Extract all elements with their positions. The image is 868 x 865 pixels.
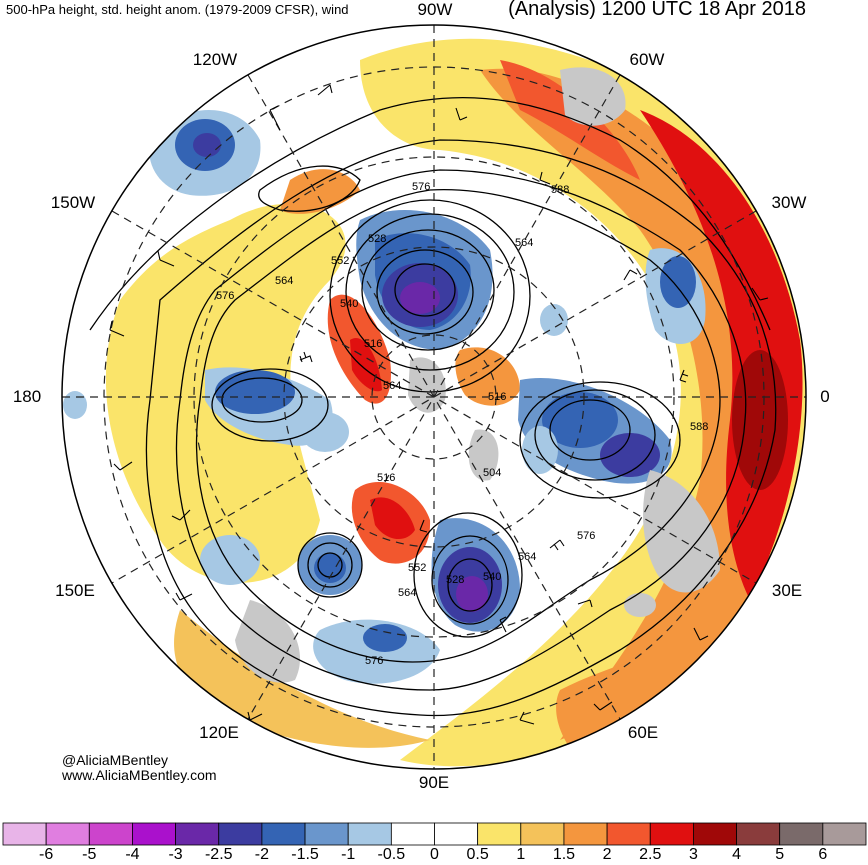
contour-label: 564	[515, 237, 533, 249]
contour-label: 576	[365, 655, 383, 667]
contour-label: 588	[551, 184, 569, 196]
map-boundary	[61, 24, 807, 770]
contour-label: 540	[340, 298, 358, 310]
colorbar-swatch	[347, 822, 392, 846]
colorbar-tick-label: 6	[818, 846, 828, 863]
contour-label: 552	[408, 562, 426, 574]
colorbar-swatch	[434, 822, 479, 846]
colorbar-swatch	[261, 822, 306, 846]
lon-label-0: 0	[820, 387, 830, 406]
lon-label-60e: 60E	[627, 723, 659, 742]
contour-label: 576	[216, 290, 234, 302]
colorbar-tick-label: 5	[775, 846, 785, 863]
lon-label-90e: 90E	[418, 773, 450, 792]
colorbar-swatch	[606, 822, 651, 846]
contour-label: 528	[368, 233, 386, 245]
colorbar-swatch	[304, 822, 349, 846]
colorbar-swatch	[520, 822, 565, 846]
colorbar-tick-label: -5	[82, 846, 97, 863]
map-title-right: (Analysis) 1200 UTC 18 Apr 2018	[508, 0, 806, 20]
lon-label-30w: 30W	[771, 193, 807, 212]
colorbar-swatch	[132, 822, 176, 846]
colorbar-swatch	[736, 822, 781, 846]
colorbar-swatch	[649, 822, 694, 846]
colorbar-tick-label: 3	[688, 846, 698, 863]
map-title-left: 500-hPa height, std. height anom. (1979-…	[6, 2, 349, 17]
contour-label: 552	[331, 255, 349, 267]
contour-labels: 576 588 528 564 552 564 540 516 564 576 …	[216, 181, 708, 667]
colorbar-tick-label: -4	[125, 846, 140, 863]
colorbar-tick-label: 4	[732, 846, 741, 863]
colorbar-tick-label: 1.5	[552, 846, 576, 863]
colorbar-swatch	[693, 822, 737, 846]
colorbar-swatch	[45, 822, 90, 846]
lon-label-150e: 150E	[55, 581, 95, 600]
colorbar-swatch	[779, 822, 824, 846]
colorbar-tick-label: 0	[430, 846, 439, 863]
colorbar-swatch	[477, 822, 522, 846]
contour-label: 576	[412, 181, 430, 193]
colorbar-swatch	[2, 822, 47, 846]
colorbar-tick-label: -0.5	[377, 846, 406, 863]
lon-label-120w: 120W	[192, 50, 238, 69]
lon-label-30e: 30E	[771, 581, 803, 600]
contour-label: 576	[577, 530, 595, 542]
contour-label: 540	[483, 571, 501, 583]
contour-label: 516	[488, 391, 506, 403]
contour-label: 516	[377, 472, 395, 484]
contour-label: 564	[275, 275, 293, 287]
colorbar-tick-label: 2	[602, 846, 612, 863]
latlon-grid	[62, 25, 806, 769]
lon-label-120e: 120E	[199, 723, 239, 742]
colorbar-tick-label: -1	[341, 846, 356, 863]
colorbar-swatch	[218, 822, 263, 846]
colorbar-tick-label: 1	[516, 846, 526, 863]
colorbar-tick-label: 0.5	[466, 846, 489, 863]
credit-handle: @AliciaMBentley	[62, 752, 169, 768]
credit-website: www.AliciaMBentley.com	[62, 767, 217, 783]
contour-label: 516	[364, 338, 382, 350]
colorbar-tick-label: -2.5	[204, 846, 233, 863]
colorbar-tick-label: -6	[39, 846, 54, 863]
lon-label-150w: 150W	[50, 193, 96, 212]
colorbar-tick-label: 2.5	[639, 846, 662, 863]
contour-label: 564	[398, 587, 416, 599]
height-contours	[89, 96, 777, 717]
polar-map: 576 588 528 564 552 564 540 516 564 576 …	[61, 24, 807, 770]
colorbar	[2, 822, 867, 846]
colorbar-swatch	[563, 822, 608, 846]
lon-label-180: 180	[12, 387, 42, 406]
colorbar-swatch	[822, 822, 867, 846]
colorbar-tick-label: -3	[168, 846, 183, 863]
contour-label: 564	[383, 380, 401, 392]
contour-label: 588	[690, 421, 708, 433]
lon-label-90w: 90W	[417, 0, 453, 19]
colorbar-swatch	[88, 822, 133, 846]
lon-label-60w: 60W	[629, 50, 665, 69]
contour-label: 528	[446, 574, 464, 586]
negative-anomaly-fields	[63, 82, 706, 684]
colorbar-swatch	[175, 822, 220, 846]
contour-label: 564	[518, 551, 536, 563]
contour-label: 504	[483, 467, 501, 479]
colorbar-tick-label: -1.5	[291, 846, 319, 863]
colorbar-tick-label: -2	[254, 846, 270, 863]
colorbar-swatch	[390, 822, 435, 846]
